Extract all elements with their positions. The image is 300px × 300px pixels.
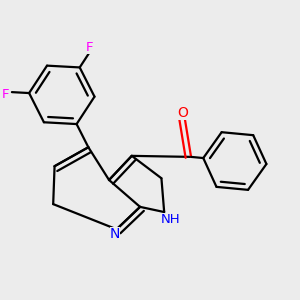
Text: NH: NH — [160, 213, 180, 226]
Text: N: N — [110, 227, 120, 242]
Text: O: O — [178, 106, 189, 120]
Text: F: F — [1, 88, 9, 101]
Text: F: F — [86, 41, 94, 54]
